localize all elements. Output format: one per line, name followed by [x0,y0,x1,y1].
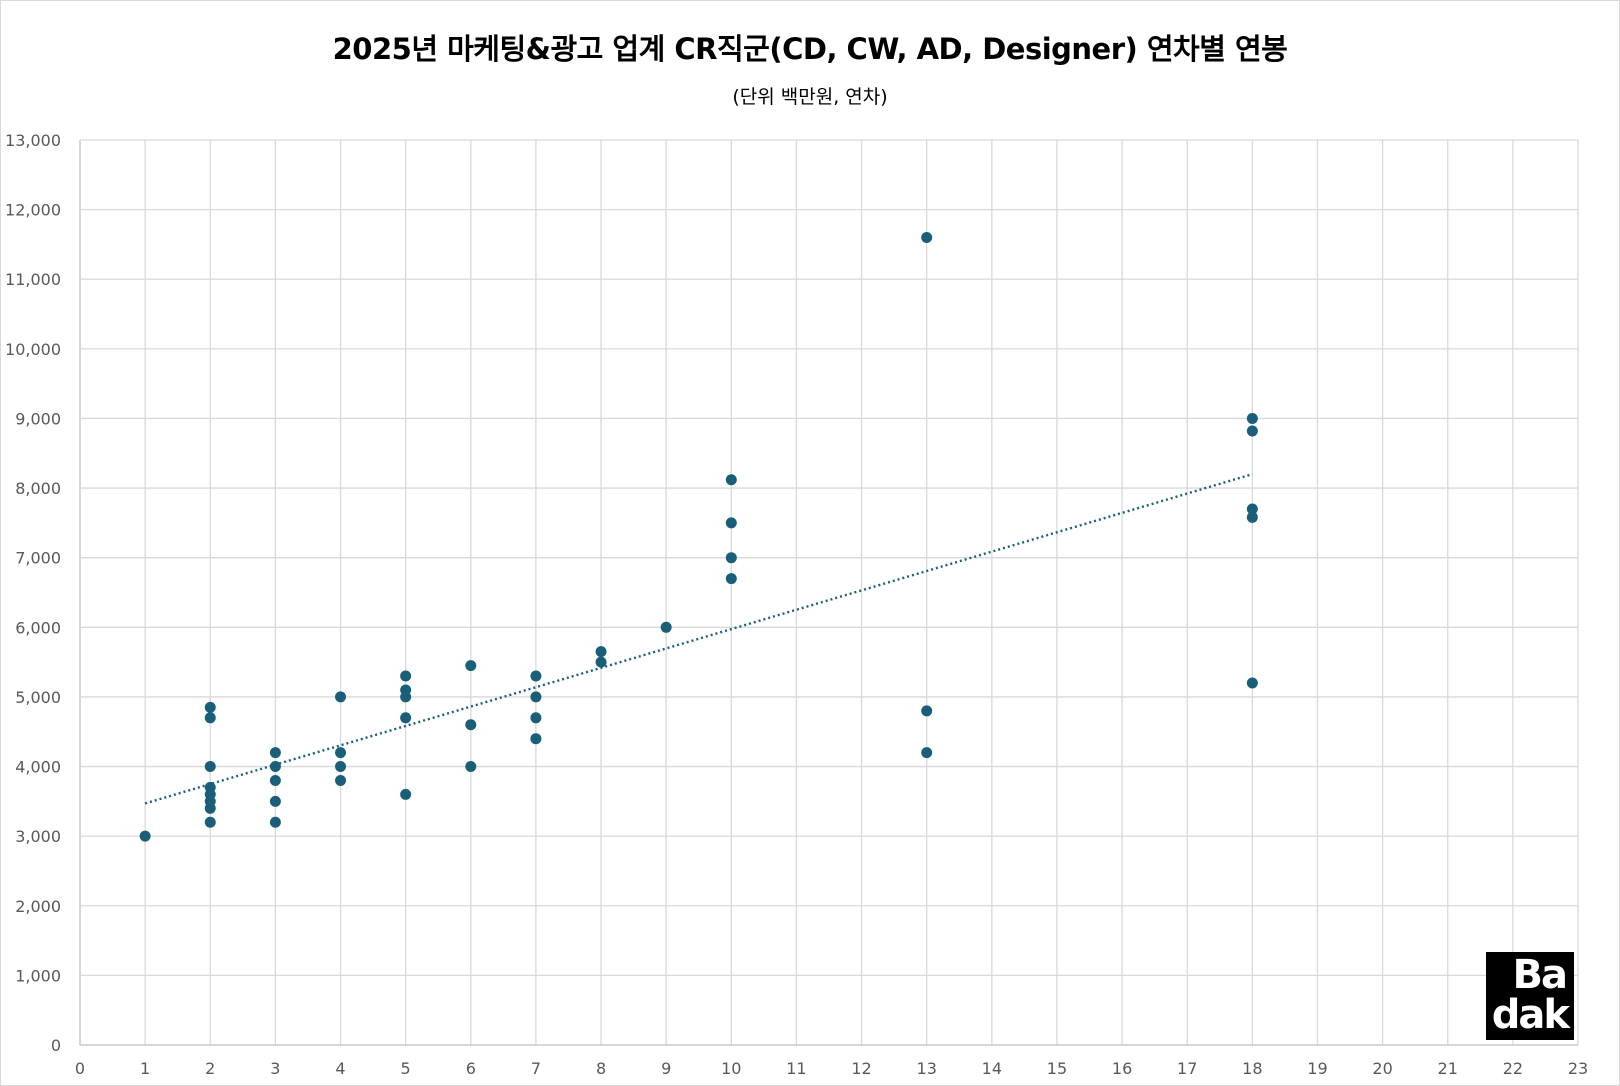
x-tick-label: 23 [1568,1059,1588,1078]
data-point [595,646,607,658]
data-point [725,517,737,529]
data-point [1246,412,1258,424]
badak-logo: Ba dak [1486,952,1574,1040]
y-tick-label: 13,000 [5,131,61,150]
y-tick-label: 7,000 [15,549,61,568]
y-tick-label: 8,000 [15,479,61,498]
x-tick-label: 9 [661,1059,671,1078]
y-tick-label: 6,000 [15,618,61,637]
x-tick-label: 4 [335,1059,345,1078]
data-point [921,231,933,243]
x-tick-label: 16 [1112,1059,1132,1078]
x-tick-label: 13 [917,1059,937,1078]
data-point [204,712,216,724]
y-tick-label: 11,000 [5,270,61,289]
x-tick-label: 14 [982,1059,1002,1078]
data-point [335,747,347,759]
data-point [400,712,412,724]
data-point [1246,677,1258,689]
data-point [660,621,672,633]
chart-title: 2025년 마케팅&광고 업계 CR직군(CD, CW, AD, Designe… [332,32,1288,66]
data-point [269,795,281,807]
y-tick-label: 10,000 [5,340,61,359]
data-point [400,670,412,682]
data-points [139,231,1258,842]
horizontal-gridlines [80,139,1578,1046]
data-point [595,656,607,668]
data-point [921,747,933,759]
data-point [335,774,347,786]
x-tick-label: 20 [1372,1059,1392,1078]
y-tick-label: 5,000 [15,688,61,707]
y-tick-labels: 0 1,000 2,000 3,000 4,000 5,000 6,000 7,000 8,00… [5,131,61,1055]
x-tick-label: 19 [1307,1059,1327,1078]
y-tick-label: 3,000 [15,827,61,846]
data-point [204,802,216,814]
data-point [269,816,281,828]
x-tick-label: 8 [596,1059,606,1078]
x-tick-label: 7 [531,1059,541,1078]
y-tick-label: 9,000 [15,409,61,428]
y-tick-label: 12,000 [5,201,61,220]
data-point [530,712,542,724]
logo-text-line1: Ba [1512,952,1569,998]
data-point [530,670,542,682]
data-point [204,701,216,713]
vertical-gridlines [79,140,1579,1045]
data-point [400,788,412,800]
data-point [465,719,477,731]
y-tick-label: 4,000 [15,758,61,777]
data-point [139,830,151,842]
data-point [269,761,281,773]
trendline-group [144,473,1253,805]
data-point [335,691,347,703]
x-tick-label: 18 [1242,1059,1262,1078]
data-point [400,691,412,703]
x-tick-label: 3 [270,1059,280,1078]
x-tick-label: 0 [75,1059,85,1078]
data-point [465,761,477,773]
y-tick-label: 1,000 [15,966,61,985]
x-tick-labels: 0 1 2 3 4 5 6 7 8 9 10 11 12 13 14 15 16 17 18 19 20 21 22 23 [75,1059,1588,1078]
data-point [269,747,281,759]
x-tick-label: 12 [851,1059,871,1078]
x-tick-label: 10 [721,1059,741,1078]
data-point [530,733,542,745]
linear-trendline [144,473,1253,805]
x-tick-label: 5 [401,1059,411,1078]
data-point [204,816,216,828]
y-tick-label: 0 [51,1036,61,1055]
x-tick-label: 6 [466,1059,476,1078]
data-point [1246,425,1258,437]
chart-subtitle: (단위 백만원, 연차) [732,86,888,108]
data-point [725,552,737,564]
x-tick-label: 1 [140,1059,150,1078]
y-tick-label: 2,000 [15,897,61,916]
x-tick-label: 22 [1503,1059,1523,1078]
x-tick-label: 21 [1438,1059,1458,1078]
data-point [530,691,542,703]
data-point [725,474,737,486]
logo-text-line2: dak [1491,992,1570,1038]
data-point [725,573,737,585]
x-tick-label: 2 [205,1059,215,1078]
x-tick-label: 11 [786,1059,806,1078]
data-point [269,774,281,786]
data-point [204,761,216,773]
data-point [335,761,347,773]
data-point [1246,511,1258,523]
x-tick-label: 17 [1177,1059,1197,1078]
data-point [1246,503,1258,515]
data-point [465,660,477,672]
x-tick-label: 15 [1047,1059,1067,1078]
data-point [921,705,933,717]
